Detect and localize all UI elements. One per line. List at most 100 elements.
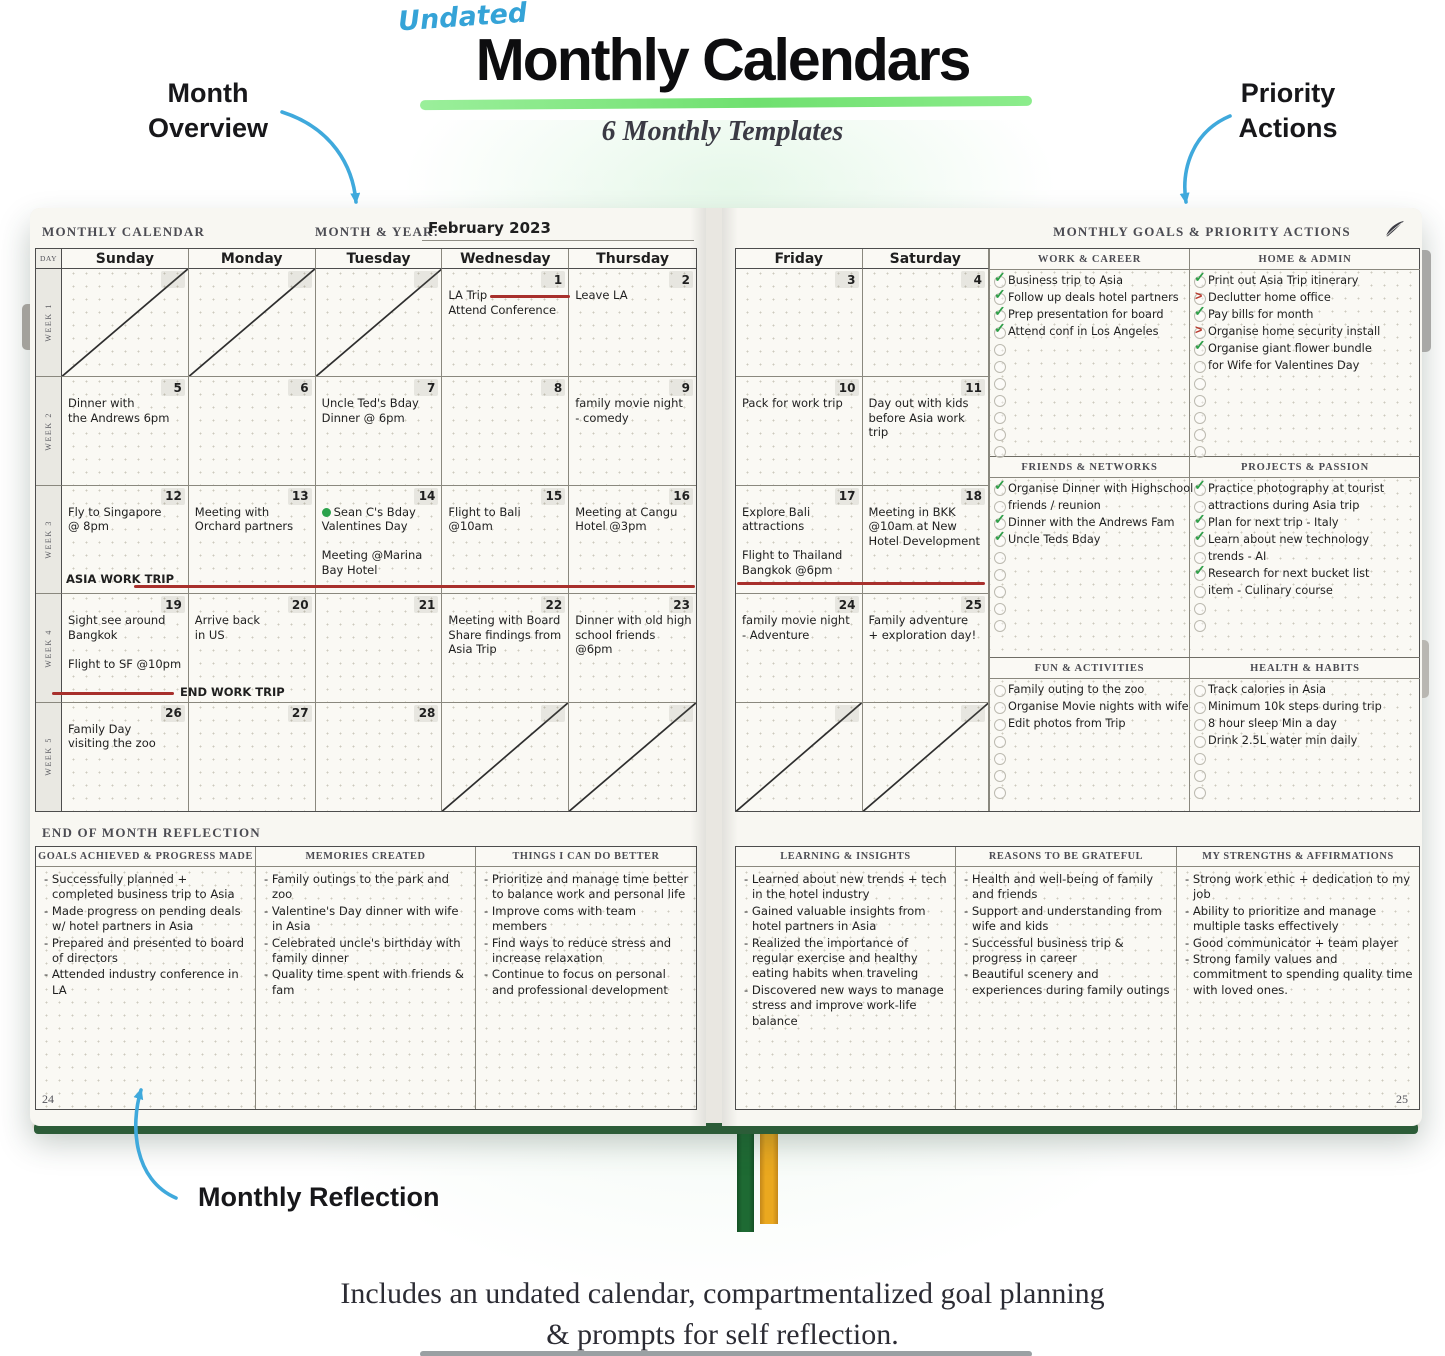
empty-circle-icon bbox=[993, 375, 1008, 390]
day-header-friday: Friday bbox=[736, 249, 863, 269]
checklist-item-text: 8 hour sleep Min a day bbox=[1208, 717, 1337, 730]
check-icon: ✓ bbox=[993, 320, 1008, 339]
calendar-cell: 17 Explore Bali attractions Flight to Tha… bbox=[736, 485, 863, 595]
goals-checklist: ✓ Practice photography at tourist attracti… bbox=[1190, 477, 1420, 657]
calendar-cell: 22 Meeting with Board Share findings from… bbox=[442, 594, 570, 703]
reflection-column-body: - Prioritize and manage time better to b… bbox=[476, 867, 696, 1109]
goals-section: HEALTH & HABITS Track calories in Asia Min… bbox=[1190, 658, 1420, 811]
checklist-row: Drink 2.5L water min daily bbox=[1193, 733, 1418, 750]
check-icon: ✓ bbox=[993, 286, 1008, 305]
week-label: WEEK 3 bbox=[36, 485, 62, 595]
checklist-item-text: for Wife for Valentines Day bbox=[1208, 359, 1360, 372]
checklist-row bbox=[1193, 443, 1418, 460]
right-page: MONTHLY GOALS & PRIORITY ACTIONS Friday … bbox=[722, 208, 1422, 1126]
calendar-cell bbox=[315, 269, 443, 378]
check-icon: ✓ bbox=[993, 511, 1008, 530]
reflection-column: MEMORIES CREATED - Family outings to the … bbox=[256, 847, 476, 1109]
checklist-item-text: Practice photography at tourist bbox=[1208, 482, 1385, 495]
empty-circle-icon bbox=[1193, 600, 1208, 615]
checklist-row: ✓ Learn about new technology bbox=[1193, 528, 1418, 549]
calendar-entry: Explore Bali attractions Flight to Thail… bbox=[742, 504, 843, 577]
day-number: 14 bbox=[414, 487, 439, 505]
end-of-month-reflection-label: END OF MONTH REFLECTION bbox=[42, 825, 261, 840]
calendar-cell: 5 Dinner with the Andrews 6pm bbox=[62, 377, 189, 486]
reflection-entry: - Support and understanding from wife an… bbox=[964, 903, 1162, 934]
planner-book: MONTHLY CALENDAR MONTH & YEAR: February … bbox=[22, 208, 1431, 1134]
calendar-cell bbox=[569, 702, 696, 811]
checklist-row bbox=[993, 375, 1187, 392]
empty-circle-icon bbox=[1193, 733, 1208, 748]
checklist-item-text: Organise Dinner with Highschool bbox=[1008, 482, 1194, 495]
checklist-row: ✓ Attend conf in Los Angeles bbox=[993, 320, 1187, 341]
callout-month-overview: Month Overview bbox=[147, 78, 269, 144]
monthly-goals-title: MONTHLY GOALS & PRIORITY ACTIONS bbox=[1053, 224, 1351, 239]
crossed-out-line bbox=[863, 703, 989, 811]
goals-section: FRIENDS & NETWORKS ✓ Organise Dinner with … bbox=[990, 457, 1194, 657]
calendar-cell: 14 Sean C's Bday Valentines Day Meeting @… bbox=[315, 485, 443, 595]
checklist-row: ✓ Business trip to Asia bbox=[993, 269, 1187, 290]
empty-circle-icon bbox=[1193, 716, 1208, 731]
empty-circle-icon bbox=[993, 498, 1008, 513]
reflection-entry: - Prepared and presented to board of dir… bbox=[44, 935, 245, 966]
day-number: 9 bbox=[669, 379, 693, 397]
calendar-entry: Meeting in BKK @10am at New Hotel Develo… bbox=[868, 504, 981, 548]
checklist-row: ✓ Uncle Teds Bday bbox=[993, 528, 1187, 549]
day-header-monday: Monday bbox=[188, 249, 316, 269]
week-label-text: WEEK 2 bbox=[44, 411, 53, 451]
reflection-entry: - Strong family values and commitment to… bbox=[1185, 952, 1413, 997]
checklist-item-text: Track calories in Asia bbox=[1208, 683, 1327, 696]
reflection-column-title: LEARNING & INSIGHTS bbox=[736, 847, 955, 867]
calendar-entry: Family Day visiting the zoo bbox=[68, 721, 156, 751]
calendar-cell bbox=[62, 269, 189, 378]
reflection-entry: - Find ways to reduce stress and increas… bbox=[484, 935, 672, 966]
day-column-label: DAY bbox=[36, 249, 62, 269]
day-header-tuesday: Tuesday bbox=[315, 249, 443, 269]
day-number-chip bbox=[414, 271, 439, 288]
day-header-thursday: Thursday bbox=[569, 249, 696, 269]
checklist-row bbox=[993, 733, 1187, 750]
empty-circle-icon bbox=[993, 767, 1008, 782]
subtitle: 6 Monthly Templates bbox=[601, 116, 844, 147]
day-number: 27 bbox=[287, 704, 312, 722]
reflection-entry: - Family outings to the park and zoo bbox=[264, 872, 449, 902]
check-icon: ✓ bbox=[1193, 528, 1208, 547]
caption-line2: & prompts for self reflection. bbox=[546, 1317, 899, 1351]
checklist-row: Minimum 10k steps during trip bbox=[1193, 699, 1418, 716]
checklist-row: ✓ Follow up deals hotel partners bbox=[993, 286, 1187, 307]
day-number: 5 bbox=[160, 379, 185, 397]
checklist-row: ✓ Research for next bucket list bbox=[1193, 562, 1418, 583]
calendar-cell: 9 family movie night - comedy bbox=[569, 377, 696, 486]
empty-circle-icon bbox=[993, 733, 1008, 748]
calendar-cell: 7 Uncle Ted's Bday Dinner @ 6pm bbox=[315, 377, 443, 486]
empty-circle-icon bbox=[1193, 784, 1208, 799]
calendar-entry: Leave LA bbox=[575, 288, 628, 302]
checklist-row bbox=[993, 426, 1187, 443]
bottom-divider bbox=[420, 1351, 1032, 1356]
checklist-row bbox=[1193, 750, 1418, 767]
empty-circle-icon bbox=[993, 617, 1008, 632]
day-number-chip bbox=[541, 704, 566, 722]
reflection-table-right: LEARNING & INSIGHTS - Learned about new t… bbox=[735, 846, 1420, 1110]
week-label-text: WEEK 1 bbox=[44, 303, 53, 343]
day-number: 2 bbox=[669, 271, 693, 288]
checklist-row bbox=[1193, 600, 1418, 617]
day-number: 3 bbox=[834, 271, 859, 288]
empty-circle-icon bbox=[1193, 375, 1208, 390]
checklist-row bbox=[993, 750, 1187, 767]
goals-checklist: ✓ Business trip to Asia ✓ Follow up deals h… bbox=[990, 269, 1189, 460]
calendar-cell: 16 Meeting at Cangu Hotel @3pm bbox=[569, 485, 696, 595]
day-number: 24 bbox=[834, 596, 859, 614]
day-number-chip bbox=[287, 271, 312, 288]
empty-circle-icon bbox=[1193, 392, 1208, 407]
crossed-out-line bbox=[442, 703, 568, 811]
check-icon: ✓ bbox=[1193, 303, 1208, 322]
day-number: 17 bbox=[834, 487, 859, 505]
calendar-cell bbox=[862, 702, 989, 811]
week-label: WEEK 1 bbox=[36, 269, 62, 378]
goals-section: PROJECTS & PASSION ✓ Practice photography … bbox=[1190, 457, 1420, 657]
calendar-entry: Meeting with Orchard partners bbox=[194, 504, 294, 534]
calendar-entry: Dinner with old high school friends @6pm bbox=[575, 613, 692, 657]
reflection-entry: - Prioritize and manage time better to b… bbox=[484, 872, 689, 902]
reflection-entry: - Improve coms with team members bbox=[484, 903, 637, 934]
caption-line1: Includes an undated calendar, compartmen… bbox=[340, 1277, 1105, 1310]
